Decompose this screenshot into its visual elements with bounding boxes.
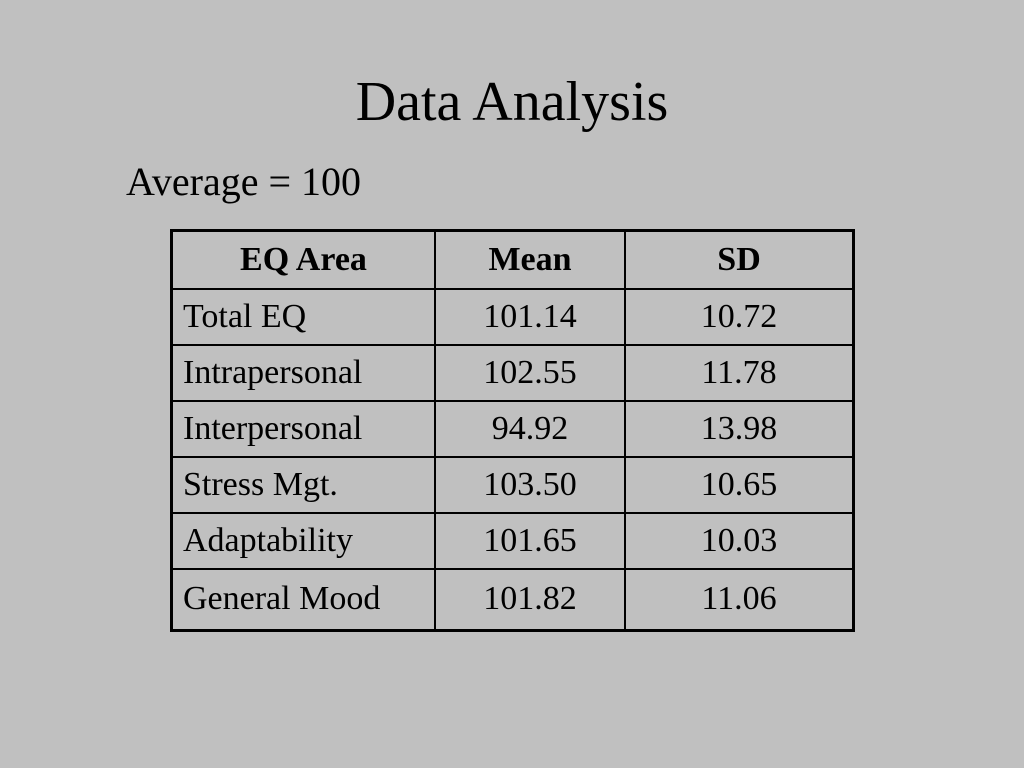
sd-cell: 10.65 [624, 455, 855, 514]
table-header-row: EQ Area Mean SD [170, 229, 855, 290]
table-row: Stress Mgt. 103.50 10.65 [170, 455, 855, 514]
eq-area-cell: Total EQ [170, 287, 436, 346]
table-row: Adaptability 101.65 10.03 [170, 511, 855, 570]
mean-cell: 101.14 [433, 287, 627, 346]
header-mean: Mean [433, 229, 627, 290]
sd-cell: 13.98 [624, 399, 855, 458]
sd-cell: 10.03 [624, 511, 855, 570]
table-row: General Mood 101.82 11.06 [170, 567, 855, 632]
mean-cell: 101.65 [433, 511, 627, 570]
eq-area-cell: Intrapersonal [170, 343, 436, 402]
eq-area-cell: General Mood [170, 567, 436, 632]
mean-cell: 101.82 [433, 567, 627, 632]
sd-cell: 11.06 [624, 567, 855, 632]
eq-area-cell: Interpersonal [170, 399, 436, 458]
mean-cell: 102.55 [433, 343, 627, 402]
sd-cell: 11.78 [624, 343, 855, 402]
sd-cell: 10.72 [624, 287, 855, 346]
mean-cell: 94.92 [433, 399, 627, 458]
table-row: Interpersonal 94.92 13.98 [170, 399, 855, 458]
mean-cell: 103.50 [433, 455, 627, 514]
eq-area-cell: Adaptability [170, 511, 436, 570]
header-sd: SD [624, 229, 855, 290]
slide-subtitle: Average = 100 [126, 159, 362, 204]
header-eq-area: EQ Area [170, 229, 436, 290]
table-row: Total EQ 101.14 10.72 [170, 287, 855, 346]
eq-data-table: EQ Area Mean SD Total EQ 101.14 10.72 In… [170, 229, 855, 632]
slide-title: Data Analysis [355, 71, 669, 133]
eq-area-cell: Stress Mgt. [170, 455, 436, 514]
table-row: Intrapersonal 102.55 11.78 [170, 343, 855, 402]
